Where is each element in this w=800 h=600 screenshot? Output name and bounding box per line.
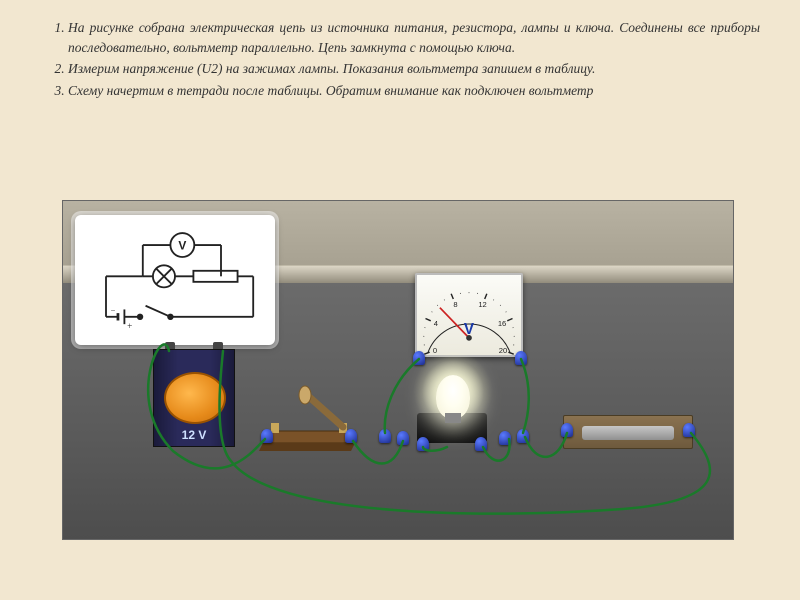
svg-text:20: 20	[499, 346, 507, 355]
svg-text:16: 16	[498, 319, 506, 328]
switch	[259, 393, 359, 453]
binding-post	[683, 423, 695, 437]
binding-post	[261, 429, 273, 443]
binding-post	[417, 437, 429, 451]
circuit-schematic: V − +	[75, 215, 275, 345]
voltmeter-unit-label: V	[464, 321, 475, 338]
resistor-element	[582, 426, 674, 440]
binding-post	[499, 431, 511, 445]
battery: 12 V	[153, 349, 235, 447]
instruction-item: Схему начертим в тетради после таблицы. …	[68, 81, 760, 101]
binding-post	[413, 351, 425, 365]
binding-post	[517, 429, 529, 443]
svg-text:8: 8	[453, 300, 457, 309]
binding-post	[561, 423, 573, 437]
instruction-item: Измерим напряжение (U2) на зажимах лампы…	[68, 59, 760, 79]
resistor-board	[563, 415, 693, 449]
instructions-list: На рисунке собрана электрическая цепь из…	[40, 18, 760, 100]
binding-post	[345, 429, 357, 443]
binding-post	[515, 351, 527, 365]
battery-oval-icon	[164, 372, 226, 424]
svg-text:+: +	[127, 321, 132, 331]
bulb-stem	[445, 413, 461, 423]
battery-body: 12 V	[153, 349, 235, 447]
instruction-item: На рисунке собрана электрическая цепь из…	[68, 18, 760, 57]
voltmeter-instrument: 0 4 8 12 16 20 V	[415, 273, 523, 357]
instructions-ol: На рисунке собрана электрическая цепь из…	[40, 18, 760, 100]
svg-text:0: 0	[433, 346, 437, 355]
svg-text:12: 12	[478, 300, 486, 309]
binding-post	[397, 431, 409, 445]
schematic-v-label: V	[178, 239, 186, 253]
svg-text:−: −	[111, 306, 116, 315]
battery-label: 12 V	[154, 428, 234, 442]
lab-scene: V − + 0 4 8 12 16 20 V 12 V	[62, 200, 734, 540]
voltmeter-face: 0 4 8 12 16 20 V	[417, 275, 521, 355]
binding-post	[475, 437, 487, 451]
schematic-svg: V − +	[83, 223, 267, 337]
svg-text:4: 4	[434, 319, 439, 328]
binding-post	[379, 429, 391, 443]
